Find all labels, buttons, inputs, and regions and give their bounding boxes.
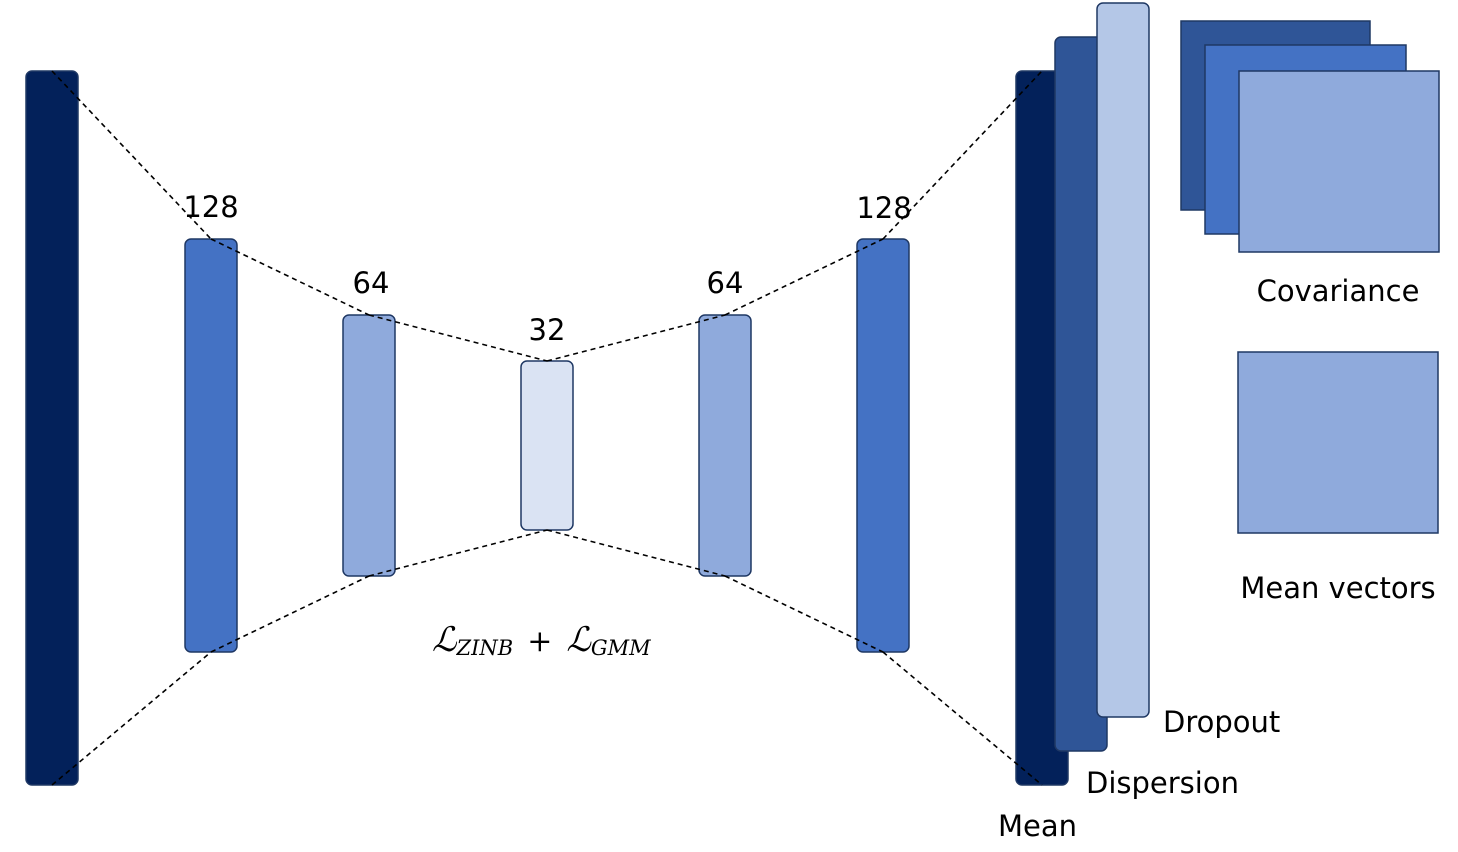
encoder-layer-64-bar <box>342 314 396 577</box>
decoder-layer-128-bar <box>856 238 910 653</box>
loss-symbol-1: ℒ <box>432 620 458 660</box>
mean-vectors-matrix <box>1237 351 1439 534</box>
loss-symbol-2: ℒ <box>566 620 592 660</box>
connector-top-enc128-to-enc64 <box>210 238 370 316</box>
output-dropout-bar <box>1096 2 1150 718</box>
covariance-matrix-front <box>1238 70 1440 253</box>
label-encoder-128: 128 <box>183 190 238 224</box>
label-dispersion: Dispersion <box>1086 766 1239 800</box>
connector-bottom-dec128-to-output <box>882 651 1043 786</box>
connector-bottom-input-to-enc128 <box>51 651 212 786</box>
loss-plus: + <box>527 624 552 659</box>
connector-top-input-to-enc128 <box>51 70 212 240</box>
label-decoder-128: 128 <box>856 191 911 225</box>
encoder-layer-128-bar <box>184 238 238 653</box>
connector-bottom-enc64-to-bottleneck <box>368 529 548 577</box>
label-covariance: Covariance <box>1257 274 1420 308</box>
connector-bottom-enc128-to-enc64 <box>210 575 370 653</box>
dashed-connectors <box>51 70 1043 786</box>
connector-top-bottleneck-to-dec64 <box>546 314 726 362</box>
label-mean: Mean <box>998 809 1077 843</box>
loss-sub-1: ZINB <box>456 636 514 660</box>
input-layer-bar <box>25 70 79 786</box>
decoder-layer-64-bar <box>698 314 752 577</box>
connector-top-dec64-to-dec128 <box>724 238 884 316</box>
label-encoder-64: 64 <box>353 266 390 300</box>
label-bottleneck-32: 32 <box>529 313 566 347</box>
label-mean-vectors: Mean vectors <box>1240 571 1435 605</box>
connector-bottom-bottleneck-to-dec64 <box>546 529 726 577</box>
label-decoder-64: 64 <box>707 266 744 300</box>
loss-formula: ℒZINB + ℒGMM <box>432 620 651 660</box>
connector-top-dec128-to-output <box>882 70 1043 240</box>
label-dropout: Dropout <box>1163 705 1280 739</box>
bottleneck-layer-bar <box>520 360 574 531</box>
connector-top-enc64-to-bottleneck <box>368 314 548 362</box>
loss-sub-2: GMM <box>591 636 651 660</box>
connector-bottom-dec64-to-dec128 <box>724 575 884 653</box>
